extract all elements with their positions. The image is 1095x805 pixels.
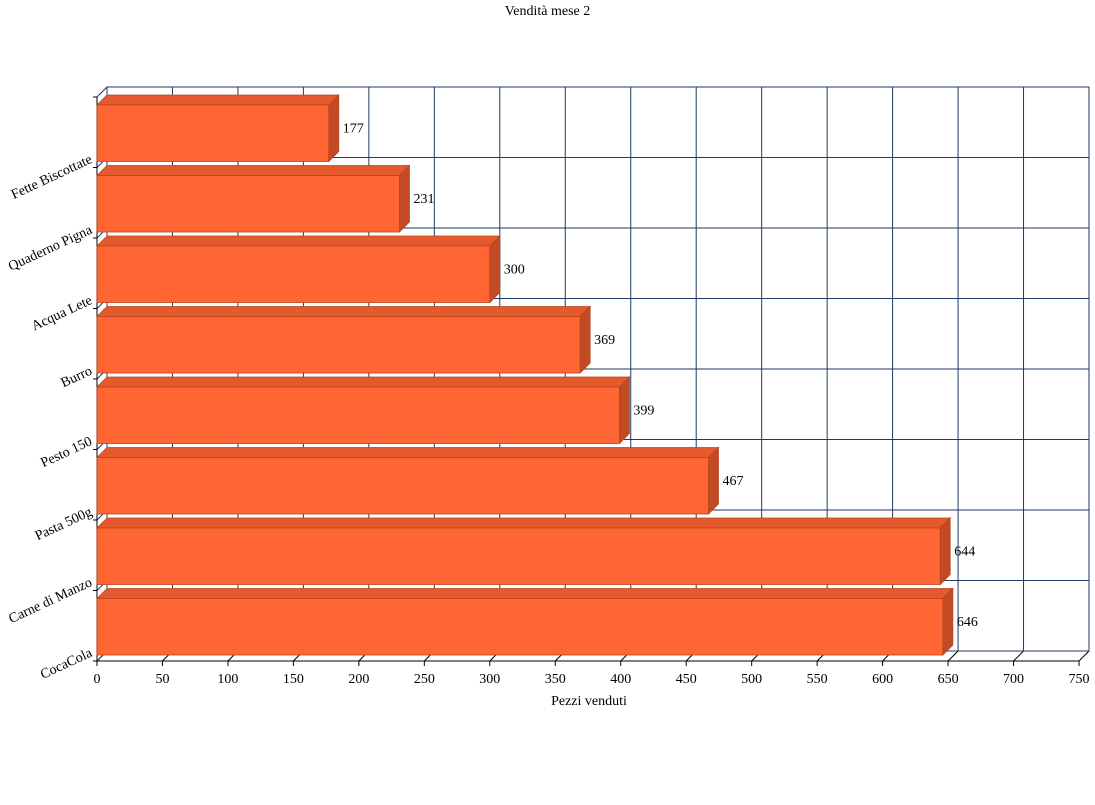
- bar-side-face: [489, 235, 501, 304]
- bar-data-label: 646: [957, 615, 978, 630]
- bar-front-face: [96, 457, 709, 515]
- chart-title: Vendità mese 2: [504, 4, 591, 19]
- x-tick-label: 450: [676, 672, 697, 687]
- bar: 300: [96, 235, 525, 304]
- x-tick-label: 550: [807, 672, 828, 687]
- bar-top-face: [96, 306, 592, 317]
- x-tick-label: 650: [938, 672, 959, 687]
- floor-tick-connector: [947, 650, 959, 662]
- x-tick-label: 200: [348, 672, 369, 687]
- y-tick-label: Pesto 150: [39, 434, 95, 471]
- x-tick-label: 750: [1069, 672, 1090, 687]
- bar-top-face: [96, 165, 411, 176]
- floor-tick-connector: [1078, 650, 1090, 662]
- bar: 467: [96, 446, 743, 515]
- bar-top-face: [96, 447, 720, 458]
- bar-data-label: 467: [722, 474, 743, 489]
- bar-front-face: [96, 316, 581, 374]
- x-tick-label: 400: [610, 672, 631, 687]
- x-tick-label: 500: [741, 672, 762, 687]
- bar-data-label: 644: [954, 544, 975, 559]
- y-tick-label: Acqua Lete: [30, 293, 95, 334]
- bar-front-face: [96, 598, 944, 656]
- bars-group: 177 231 300 369 399 467 644 646: [96, 94, 978, 656]
- bar-side-face: [579, 305, 591, 374]
- bar-front-face: [96, 245, 491, 303]
- floor-tick-connector: [1013, 650, 1024, 662]
- bar-side-face: [619, 376, 630, 445]
- bar-side-face: [399, 164, 410, 233]
- bar-top-face: [96, 376, 631, 388]
- y-tick-label: Fette Biscottate: [9, 152, 95, 203]
- bar-data-label: 177: [343, 121, 364, 136]
- y-tick-label: Carne di Manzo: [7, 575, 95, 627]
- x-tick-label: 350: [545, 672, 566, 687]
- bar-top-face: [96, 517, 952, 529]
- bar-data-label: 300: [504, 262, 525, 277]
- bar-side-face: [942, 587, 954, 656]
- bar-side-face: [939, 517, 951, 586]
- y-tick-label: Pasta 500g: [33, 505, 95, 544]
- x-tick-label: 50: [155, 672, 169, 687]
- bar-side-face: [708, 446, 719, 515]
- bar-data-label: 231: [413, 192, 434, 207]
- bar: 231: [96, 164, 434, 233]
- bar-data-label: 369: [594, 333, 615, 348]
- x-tick-label: 150: [283, 672, 304, 687]
- bar: 646: [96, 587, 978, 656]
- side-wall-connector: [96, 86, 108, 98]
- y-tick-label: Quaderno Pigna: [6, 222, 95, 274]
- x-tick-label: 700: [1003, 672, 1024, 687]
- bar-front-face: [96, 527, 941, 585]
- y-tick-label: CocaCola: [38, 645, 95, 682]
- bar-top-face: [96, 94, 340, 106]
- bar-top-face: [96, 235, 501, 247]
- x-tick-label: 100: [217, 672, 238, 687]
- x-tick-label: 250: [414, 672, 435, 687]
- bar-data-label: 399: [633, 403, 654, 418]
- x-tick-label: 300: [479, 672, 500, 687]
- bar-side-face: [328, 94, 340, 163]
- bar-front-face: [96, 175, 400, 233]
- bar-top-face: [96, 588, 954, 599]
- x-tick-label: 600: [872, 672, 893, 687]
- bar-front-face: [96, 386, 620, 444]
- bar: 399: [96, 376, 654, 445]
- x-tick-label: 0: [94, 672, 101, 687]
- x-axis-label: Pezzi venduti: [551, 694, 627, 709]
- bar: 177: [96, 94, 364, 163]
- y-tick-label: Burro: [59, 364, 95, 391]
- bar: 369: [96, 305, 615, 374]
- bar-front-face: [96, 104, 330, 162]
- bar: 644: [96, 517, 975, 586]
